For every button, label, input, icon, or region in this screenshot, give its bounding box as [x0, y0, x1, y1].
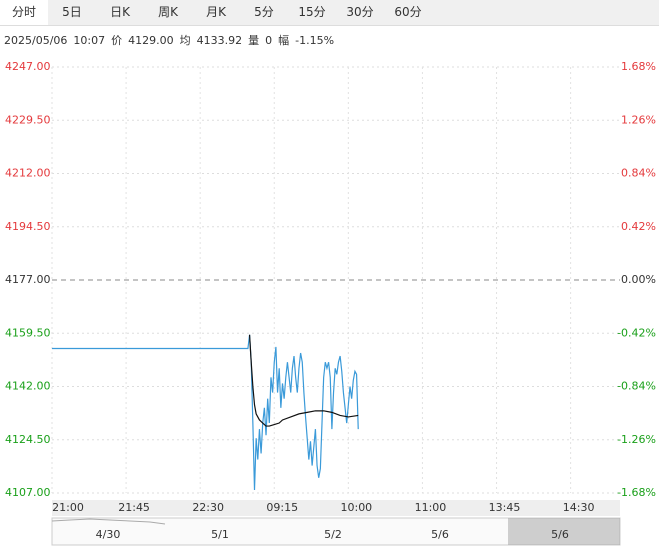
- y-tick-label: 4212.00: [5, 167, 51, 180]
- y2-tick-label: 1.26%: [621, 113, 656, 126]
- x-tick-label: 09:15: [266, 501, 298, 514]
- chg: -1.15%: [295, 34, 335, 47]
- tab[interactable]: 5日: [62, 5, 82, 19]
- navigator-label: 5/6: [551, 528, 569, 541]
- price-label: 价: [111, 34, 123, 47]
- vol-label: 量: [248, 34, 260, 47]
- tab[interactable]: 30分: [346, 5, 374, 19]
- navigator-label: 5/1: [211, 528, 229, 541]
- y-tick-label: 4229.50: [5, 113, 51, 126]
- tab[interactable]: 15分: [298, 5, 326, 19]
- navigator: [51, 517, 621, 546]
- info-bar: 2025/05/06 10:07 价 4129.00 均 4133.92 量 0 幅 -1.15%: [4, 32, 340, 48]
- y2-tick-label: -0.84%: [617, 380, 656, 393]
- navigator-line: [51, 518, 166, 525]
- tab[interactable]: 日K: [110, 5, 130, 19]
- x-tick-label: 10:00: [340, 501, 372, 514]
- navigator-handle: [508, 518, 620, 545]
- vol: 0: [265, 34, 273, 47]
- y-tick-label: 4107.00: [5, 486, 51, 499]
- date: 2025/05/06: [4, 34, 68, 47]
- y2-tick-label: -1.26%: [617, 433, 656, 446]
- x-axis-band: [52, 500, 620, 516]
- time: 10:07: [73, 34, 106, 47]
- y-tick-label: 4124.50: [5, 433, 51, 446]
- y-tick-label: 4142.00: [5, 380, 51, 393]
- tab[interactable]: 月K: [206, 5, 226, 19]
- x-tick-label: 11:00: [415, 501, 447, 514]
- avg-label: 均: [179, 34, 191, 47]
- y2-tick-label: 1.68%: [621, 60, 656, 73]
- tab[interactable]: 周K: [158, 5, 178, 19]
- navigator-label: 5/6: [431, 528, 449, 541]
- tab[interactable]: 5分: [254, 5, 274, 19]
- series-line: [52, 334, 359, 490]
- y-tick-label: 4247.00: [5, 60, 51, 73]
- y-tick-label: 4177.00: [5, 273, 51, 286]
- x-tick-label: 13:45: [489, 501, 521, 514]
- y2-tick-label: 0.00%: [621, 273, 656, 286]
- navigator-label: 5/2: [324, 528, 342, 541]
- avg: 4133.92: [196, 34, 243, 47]
- x-tick-label: 22:30: [192, 501, 224, 514]
- navigator-label: 4/30: [96, 528, 121, 541]
- chg-label: 幅: [278, 34, 290, 47]
- x-tick-label: 21:45: [118, 501, 150, 514]
- x-tick-label: 21:00: [52, 501, 84, 514]
- tab[interactable]: 分时: [0, 0, 48, 25]
- y2-tick-label: 0.42%: [621, 220, 656, 233]
- y2-tick-label: -0.42%: [617, 326, 656, 339]
- y-tick-label: 4159.50: [5, 326, 51, 339]
- y2-tick-label: -1.68%: [617, 486, 656, 499]
- series-line: [248, 334, 359, 427]
- price: 4129.00: [128, 34, 174, 47]
- y2-tick-label: 0.84%: [621, 167, 656, 180]
- x-tick-label: 14:30: [563, 501, 595, 514]
- tab-bar: 分时 5日 日K 周K 月K 5分 15分 30分 60分: [0, 0, 659, 26]
- tab[interactable]: 60分: [394, 5, 422, 19]
- y-tick-label: 4194.50: [5, 220, 51, 233]
